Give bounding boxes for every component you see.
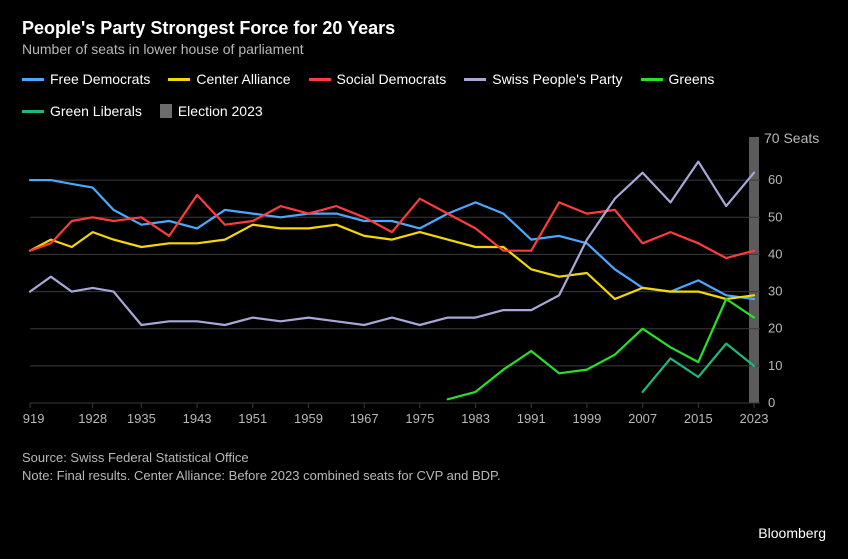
legend-label: Social Democrats — [337, 71, 447, 87]
legend-swatch — [22, 78, 44, 81]
legend-item: Election 2023 — [160, 103, 263, 119]
chart-subtitle: Number of seats in lower house of parlia… — [22, 41, 826, 57]
x-tick-label: 1935 — [127, 411, 156, 426]
series-line — [448, 299, 754, 399]
legend-item: Free Democrats — [22, 71, 150, 87]
x-tick-label: 2007 — [628, 411, 657, 426]
x-tick-label: 1919 — [22, 411, 44, 426]
legend-label: Free Democrats — [50, 71, 150, 87]
chart-container: People's Party Strongest Force for 20 Ye… — [0, 0, 848, 559]
x-tick-label: 1991 — [517, 411, 546, 426]
legend-swatch — [160, 104, 172, 118]
legend-swatch — [168, 78, 190, 81]
legend-label: Greens — [669, 71, 715, 87]
y-tick-label: 50 — [768, 209, 782, 224]
legend-swatch — [22, 110, 44, 113]
legend-label: Swiss People's Party — [492, 71, 622, 87]
y-tick-label: 60 — [768, 172, 782, 187]
legend-label: Green Liberals — [50, 103, 142, 119]
line-chart-svg: 0 10 20 30 40 50 60 70 Seats 1919 1928 1935 1943 195… — [22, 131, 826, 431]
series-line — [30, 225, 754, 299]
x-tick-label: 1928 — [78, 411, 107, 426]
legend-item: Social Democrats — [309, 71, 447, 87]
x-tick-label: 2023 — [740, 411, 769, 426]
brand-label: Bloomberg — [758, 525, 826, 541]
footer-source: Source: Swiss Federal Statistical Office — [22, 449, 826, 467]
x-tick-label: 1951 — [238, 411, 267, 426]
legend-item: Center Alliance — [168, 71, 290, 87]
y-tick-label: 0 — [768, 395, 775, 410]
series-line — [643, 344, 754, 392]
plot-area: 0 10 20 30 40 50 60 70 Seats 1919 1928 1935 1943 195… — [22, 131, 826, 431]
legend-swatch — [641, 78, 663, 81]
chart-title: People's Party Strongest Force for 20 Ye… — [22, 18, 826, 39]
y-tick-label: 40 — [768, 246, 782, 261]
y-tick-label: 10 — [768, 358, 782, 373]
legend-item: Green Liberals — [22, 103, 142, 119]
x-tick-label: 1943 — [183, 411, 212, 426]
legend-item: Swiss People's Party — [464, 71, 622, 87]
x-tick-label: 1967 — [350, 411, 379, 426]
legend: Free Democrats Center Alliance Social Demo… — [22, 71, 826, 119]
legend-label: Election 2023 — [178, 103, 263, 119]
y-top-label: 70 Seats — [764, 131, 819, 146]
x-tick-label: 1983 — [461, 411, 490, 426]
x-tick-label: 2015 — [684, 411, 713, 426]
x-tick-label: 1959 — [294, 411, 323, 426]
y-tick-label: 30 — [768, 284, 782, 299]
legend-label: Center Alliance — [196, 71, 290, 87]
legend-swatch — [464, 78, 486, 81]
footer-note: Note: Final results. Center Alliance: Be… — [22, 467, 826, 485]
x-tick-label: 1999 — [572, 411, 601, 426]
x-tick-label: 1975 — [405, 411, 434, 426]
series-line — [30, 195, 754, 258]
legend-swatch — [309, 78, 331, 81]
y-tick-label: 20 — [768, 321, 782, 336]
legend-item: Greens — [641, 71, 715, 87]
chart-footer: Source: Swiss Federal Statistical Office… — [22, 449, 826, 484]
